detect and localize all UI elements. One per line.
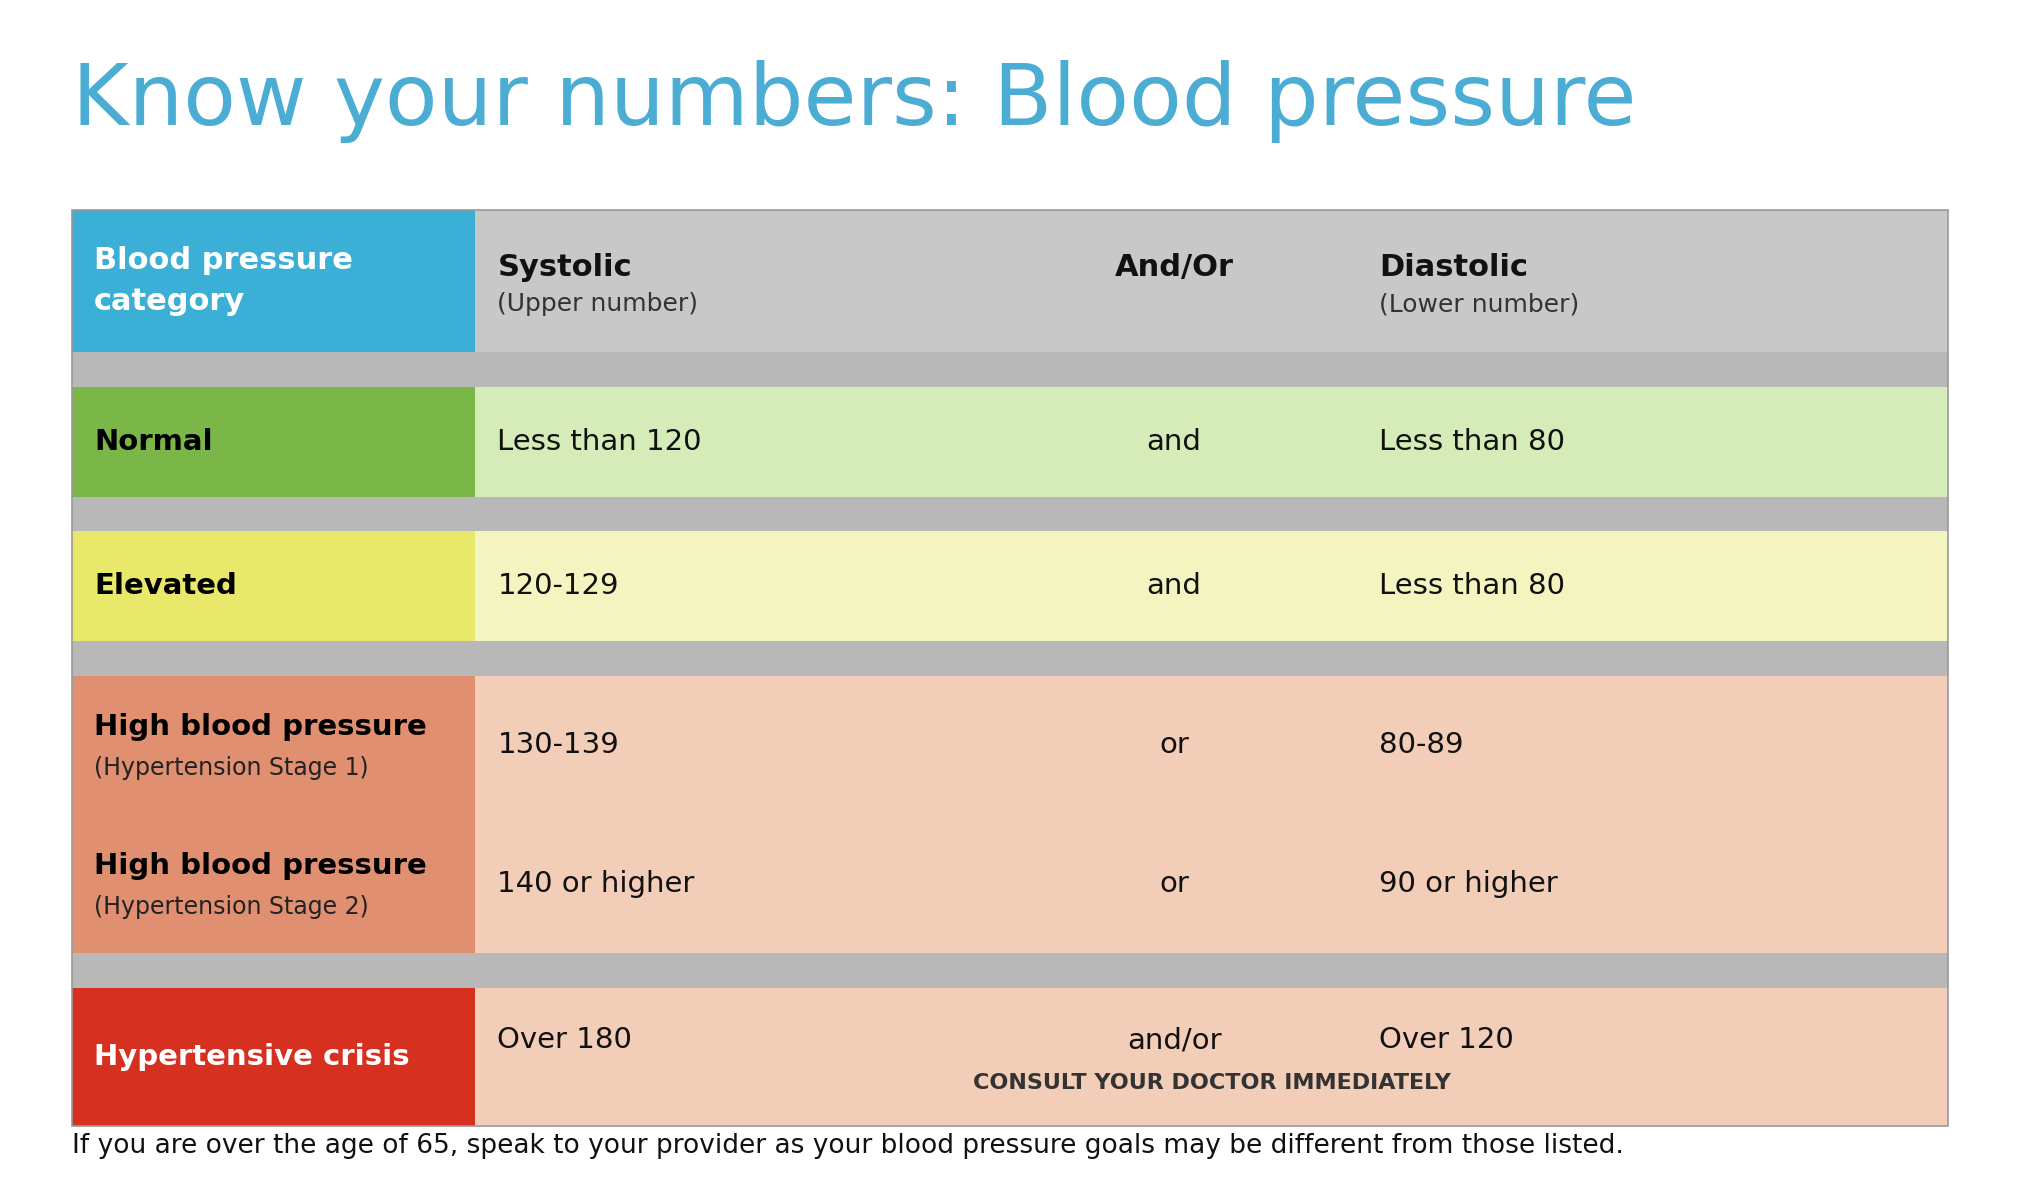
Text: Over 180: Over 180 (497, 1027, 632, 1054)
Bar (1357, 210, 1947, 353)
Text: Over 120: Over 120 (1380, 1027, 1513, 1054)
Text: CONSULT YOUR DOCTOR IMMEDIATELY: CONSULT YOUR DOCTOR IMMEDIATELY (974, 1073, 1450, 1093)
Bar (1357, 676, 1947, 815)
Bar (73, 531, 475, 641)
Text: (Hypertension Stage 1): (Hypertension Stage 1) (95, 756, 368, 780)
Text: Hypertensive crisis: Hypertensive crisis (95, 1043, 410, 1071)
Bar (73, 210, 1947, 1125)
Bar (1357, 987, 1947, 1125)
Bar (475, 210, 992, 353)
Text: and: and (1147, 572, 1202, 600)
Text: 120-129: 120-129 (497, 572, 618, 600)
Bar (73, 210, 1947, 1125)
Bar (992, 210, 1357, 353)
Bar (73, 953, 1947, 987)
Text: Know your numbers: Blood pressure: Know your numbers: Blood pressure (73, 60, 1636, 143)
Bar (73, 641, 1947, 676)
Text: Less than 80: Less than 80 (1380, 428, 1566, 456)
Text: Blood pressure
category: Blood pressure category (95, 247, 354, 316)
Text: If you are over the age of 65, speak to your provider as your blood pressure goa: If you are over the age of 65, speak to … (73, 1133, 1624, 1159)
Bar (475, 387, 992, 497)
Text: And/Or: And/Or (1115, 252, 1234, 281)
Text: or: or (1159, 869, 1190, 898)
Text: Systolic: Systolic (497, 252, 632, 281)
Text: High blood pressure: High blood pressure (95, 713, 426, 741)
Bar (1357, 531, 1947, 641)
Text: Normal: Normal (95, 428, 212, 456)
Text: Less than 80: Less than 80 (1380, 572, 1566, 600)
Bar (992, 387, 1357, 497)
Bar (73, 353, 1947, 387)
Bar (73, 676, 475, 815)
Text: Less than 120: Less than 120 (497, 428, 701, 456)
Bar (73, 387, 475, 497)
Bar (1357, 815, 1947, 953)
Text: (Lower number): (Lower number) (1380, 292, 1580, 317)
Bar (475, 676, 992, 815)
Text: Elevated: Elevated (95, 572, 236, 600)
Bar (73, 210, 475, 353)
Bar (992, 676, 1357, 815)
Bar (73, 815, 475, 953)
Bar (992, 531, 1357, 641)
Text: (Upper number): (Upper number) (497, 292, 699, 317)
Text: High blood pressure: High blood pressure (95, 852, 426, 880)
Bar (475, 815, 992, 953)
Text: 140 or higher: 140 or higher (497, 869, 695, 898)
Text: (Hypertension Stage 2): (Hypertension Stage 2) (95, 894, 370, 918)
Bar (1357, 387, 1947, 497)
Text: 90 or higher: 90 or higher (1380, 869, 1557, 898)
Bar (73, 497, 1947, 531)
Text: or: or (1159, 731, 1190, 759)
Bar (992, 815, 1357, 953)
Bar (475, 987, 992, 1125)
Text: 130-139: 130-139 (497, 731, 618, 759)
Text: and: and (1147, 428, 1202, 456)
Text: Diastolic: Diastolic (1380, 252, 1527, 281)
Text: 80-89: 80-89 (1380, 731, 1464, 759)
Bar (992, 987, 1357, 1125)
Bar (475, 531, 992, 641)
Text: and/or: and/or (1127, 1027, 1222, 1054)
Bar (73, 987, 475, 1125)
